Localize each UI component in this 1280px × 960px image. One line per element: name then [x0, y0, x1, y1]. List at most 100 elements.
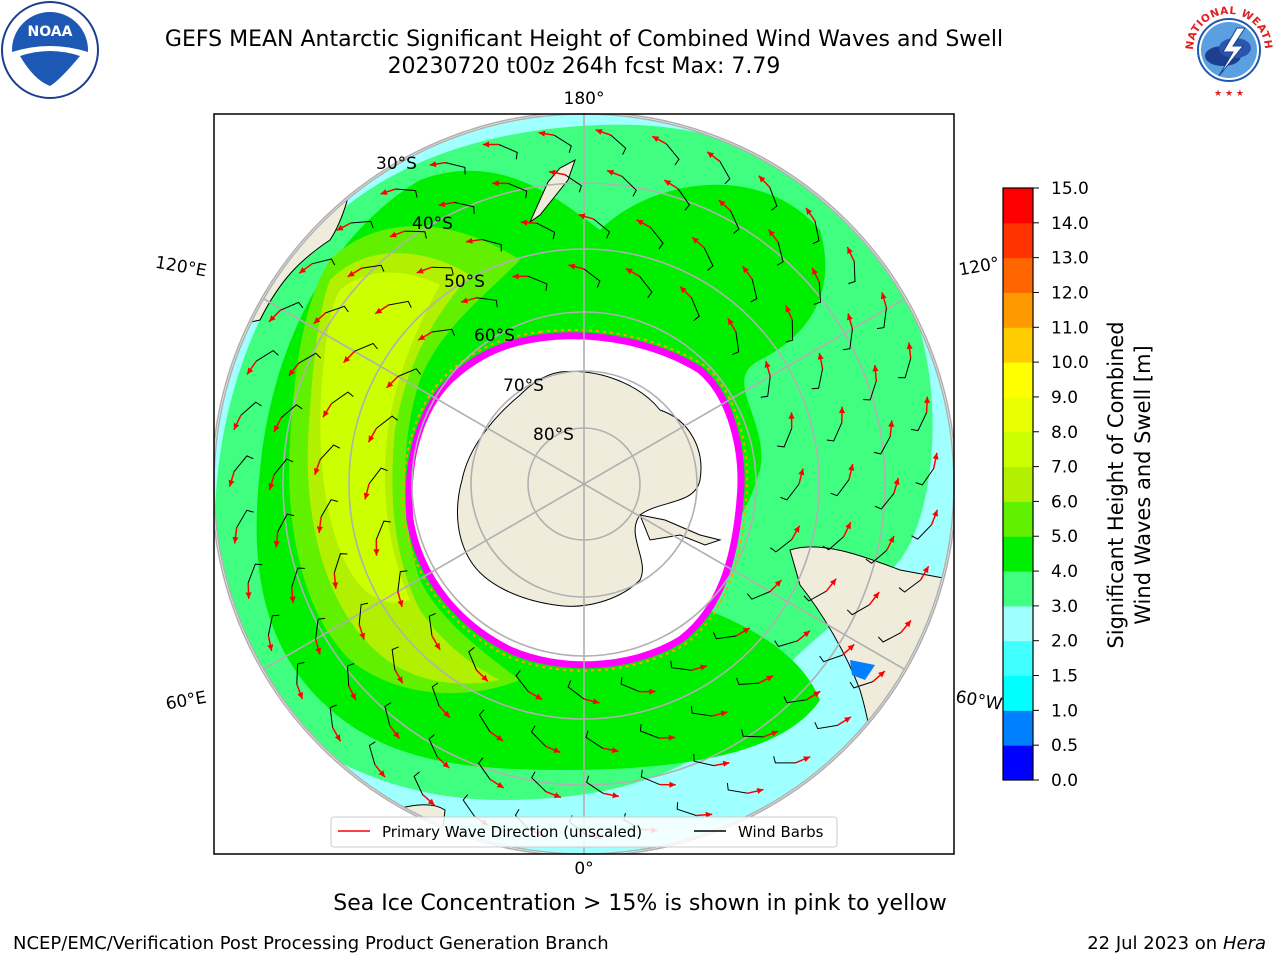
colorbar-tick-label: 11.0	[1051, 318, 1089, 338]
wind-barb	[877, 632, 902, 643]
wind-barb	[404, 230, 427, 239]
wind-barb	[915, 468, 935, 486]
wind-barb	[583, 268, 601, 288]
wind-barb	[730, 210, 740, 234]
colorbar-tick-label: 5.0	[1051, 527, 1078, 547]
wind-barb	[703, 247, 714, 271]
footer-date: 22 Jul 2023 on Hera	[1087, 933, 1266, 954]
wind-barb	[848, 261, 856, 285]
wave-arrow-head	[386, 381, 394, 388]
wave-arrow-head	[803, 756, 811, 762]
colorbar-tick-label: 14.0	[1051, 214, 1089, 234]
wind-barb	[333, 553, 348, 573]
wind-barb	[846, 604, 870, 616]
wind-barb	[736, 677, 759, 686]
wave-arrow-head	[932, 452, 939, 460]
wind-barb	[719, 161, 731, 185]
wave-arrow-head	[397, 600, 404, 607]
wind-barb	[665, 143, 680, 166]
colorbar-tick-label: 1.0	[1051, 701, 1078, 721]
colorbar-swatch	[1003, 745, 1033, 781]
wind-barb	[774, 640, 798, 648]
wave-arrow-head	[496, 734, 504, 741]
wave-arrow-head	[764, 361, 771, 368]
wave-arrow-head	[313, 317, 321, 324]
colorbar-swatch	[1003, 222, 1033, 259]
wind-barb	[822, 536, 845, 551]
lat-label-80s: 80°S	[533, 425, 574, 445]
wind-barb	[515, 670, 529, 693]
wave-arrow-head	[314, 467, 320, 475]
wind-barb	[676, 802, 697, 816]
colorbar-tick-label: 0.5	[1051, 736, 1078, 756]
wave-arrow-head	[932, 509, 938, 517]
wave-arrow-head	[692, 237, 699, 244]
colorbar-swatch	[1003, 501, 1033, 537]
wave-arrow-head	[434, 642, 441, 650]
lon-label-120w: 120°	[957, 254, 1001, 281]
wave-arrow-head	[664, 180, 672, 186]
wave-arrow-head	[535, 693, 543, 700]
wave-arrow-head	[538, 130, 546, 137]
wind-barb	[388, 300, 412, 308]
wind-barb	[508, 182, 528, 199]
wave-arrow-head	[829, 578, 837, 586]
wind-barb	[911, 524, 932, 540]
wind-barb	[803, 590, 827, 602]
antarctica-land	[456, 370, 702, 607]
wind-barb	[233, 455, 254, 472]
wind-barb	[368, 741, 376, 765]
wave-arrow-head	[288, 369, 295, 376]
wind-barb	[712, 632, 737, 640]
wind-barb	[585, 730, 604, 749]
footer-branch: NCEP/EMC/Verification Post Processing Pr…	[13, 933, 609, 954]
wind-barb	[358, 602, 369, 625]
wave-arrow-head	[668, 734, 676, 741]
wave-arrow-head	[758, 175, 766, 183]
wave-arrow-head	[845, 522, 851, 530]
wave-arrow-head	[323, 410, 329, 418]
wave-arrow-head	[350, 693, 356, 701]
wave-arrow-head	[788, 412, 795, 419]
wind-barb	[812, 221, 820, 245]
wave-arrow-head	[368, 435, 375, 443]
wind-barb	[331, 391, 354, 405]
wave-arrow-head	[873, 592, 880, 599]
colorbar-swatch	[1003, 431, 1033, 468]
wave-arrow-head	[336, 224, 344, 231]
wave-arrow-head	[742, 266, 749, 274]
wind-barb	[298, 352, 322, 364]
wind-barb	[567, 680, 585, 700]
colorbar-tick-label: 6.0	[1051, 492, 1078, 512]
wind-barb	[639, 724, 660, 739]
wave-arrow-head	[418, 334, 426, 341]
wind-barb	[760, 376, 771, 398]
wind-barb	[468, 647, 477, 671]
wind-barb	[726, 782, 748, 794]
wave-arrow-head	[316, 526, 323, 533]
wave-arrow-head	[649, 688, 656, 695]
wave-arrow-head	[299, 267, 306, 274]
wind-barb	[911, 412, 928, 432]
lon-label-60e: 60°E	[164, 688, 208, 715]
colorbar-swatch	[1003, 292, 1033, 328]
wind-barb	[670, 660, 692, 671]
wave-arrow-head	[680, 286, 687, 294]
colorbar-tick-label: 13.0	[1051, 249, 1089, 269]
wind-barb	[783, 696, 807, 704]
wave-arrow-head	[442, 761, 450, 768]
wave-arrow-head	[273, 541, 280, 548]
colorbar-swatch	[1003, 675, 1033, 711]
wind-barb	[639, 275, 653, 298]
chart-title: GEFS MEAN Antarctic Significant Height o…	[164, 27, 1004, 52]
wind-barb	[586, 775, 604, 794]
wave-arrow-head	[742, 627, 750, 634]
wind-barb	[236, 509, 254, 528]
wave-arrow-head	[669, 781, 676, 788]
wave-arrow-head	[785, 305, 792, 313]
lat-label-50s: 50°S	[444, 272, 485, 292]
wave-arrow-head	[343, 356, 351, 363]
wave-arrow-head	[373, 549, 380, 556]
wave-arrow-head	[768, 229, 775, 237]
wave-arrow-head	[443, 710, 450, 718]
